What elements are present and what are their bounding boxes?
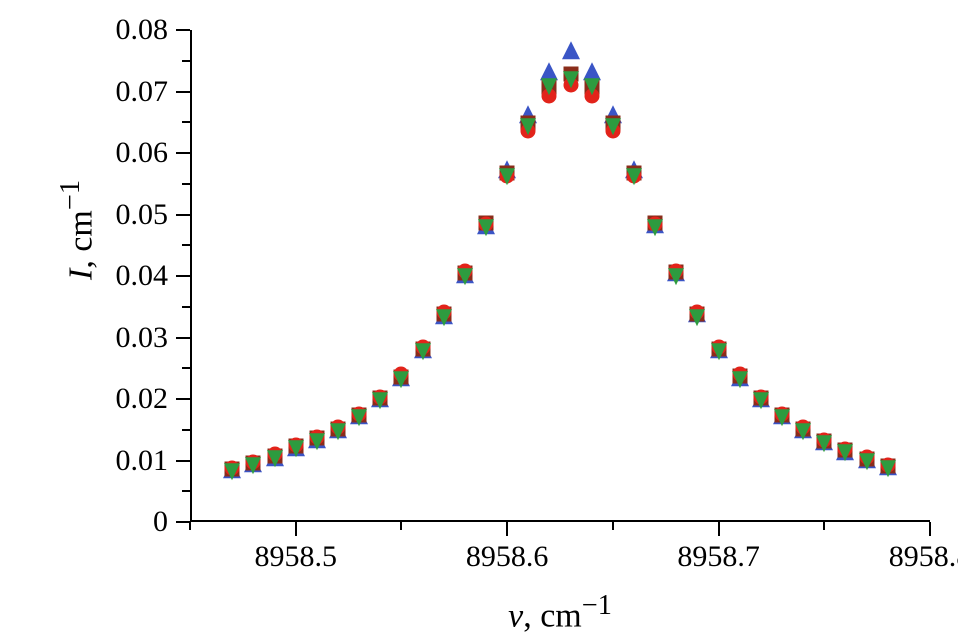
y-tick-major	[176, 460, 190, 462]
x-tick-major	[718, 522, 720, 536]
x-tick-minor	[400, 522, 402, 530]
y-tick-major	[176, 214, 190, 216]
y-tick-label: 0.05	[116, 198, 169, 232]
y-tick-minor	[182, 60, 190, 62]
y-tick-label: 0.04	[116, 259, 169, 293]
x-axis-label: ν, cm−1	[508, 590, 612, 635]
data-point-triangle-down	[859, 453, 875, 470]
x-axis-var: ν	[508, 597, 523, 634]
y-tick-label: 0	[153, 505, 168, 539]
y-tick-major	[176, 29, 190, 31]
data-point-triangle-down	[795, 423, 811, 440]
data-point-triangle-down	[436, 309, 452, 326]
data-point-triangle-down	[520, 119, 536, 136]
data-point-triangle-down	[224, 463, 240, 480]
y-tick-minor	[182, 429, 190, 431]
y-tick-major	[176, 91, 190, 93]
data-point-triangle-down	[393, 371, 409, 388]
y-tick-minor	[182, 367, 190, 369]
x-tick-label: 8958.5	[254, 540, 337, 574]
data-point-triangle-down	[837, 444, 853, 461]
x-tick-major	[506, 522, 508, 536]
y-tick-label: 0.03	[116, 321, 169, 355]
data-point-triangle-down	[668, 268, 684, 285]
data-point-triangle-down	[605, 119, 621, 136]
y-tick-minor	[182, 121, 190, 123]
data-point-triangle-down	[774, 409, 790, 426]
y-tick-minor	[182, 244, 190, 246]
y-tick-major	[176, 275, 190, 277]
x-tick-minor	[823, 522, 825, 530]
data-point-triangle-down	[351, 409, 367, 426]
x-tick-major	[929, 522, 931, 536]
data-point-triangle-down	[309, 433, 325, 450]
data-point-triangle-down	[541, 79, 557, 96]
data-point-triangle-down	[330, 423, 346, 440]
data-point-triangle-down	[267, 450, 283, 467]
data-point-triangle-down	[753, 392, 769, 409]
data-point-triangle-down	[245, 457, 261, 474]
data-point-triangle-down	[880, 460, 896, 477]
data-point-triangle-up	[562, 41, 580, 59]
x-tick-label: 8958.6	[466, 540, 549, 574]
data-point-triangle-down	[415, 343, 431, 360]
y-tick-minor	[182, 183, 190, 185]
data-point-triangle-down	[457, 268, 473, 285]
x-tick-label: 8958.7	[677, 540, 760, 574]
data-point-triangle-down	[711, 343, 727, 360]
y-tick-minor	[182, 490, 190, 492]
y-axis-var: I	[62, 269, 99, 280]
data-point-triangle-down	[499, 168, 515, 185]
x-tick-minor	[189, 522, 191, 530]
y-axis-sup: −1	[55, 180, 86, 210]
data-point-triangle-down	[816, 435, 832, 452]
x-tick-label: 8958.8	[889, 540, 958, 574]
y-tick-major	[176, 152, 190, 154]
y-tick-label: 0.01	[116, 444, 169, 478]
y-tick-label: 0.02	[116, 382, 169, 416]
y-tick-minor	[182, 306, 190, 308]
data-point-triangle-down	[626, 168, 642, 185]
y-tick-label: 0.07	[116, 75, 169, 109]
y-tick-label: 0.06	[116, 136, 169, 170]
x-axis-unit: , cm	[523, 597, 582, 634]
data-point-triangle-down	[288, 440, 304, 457]
y-tick-major	[176, 521, 190, 523]
y-tick-major	[176, 398, 190, 400]
chart-root: I, cm−1 ν, cm−1 8958.58958.68958.78958.8…	[0, 0, 958, 630]
data-point-triangle-down	[584, 79, 600, 96]
x-tick-minor	[612, 522, 614, 530]
x-tick-major	[295, 522, 297, 536]
data-point-triangle-down	[372, 392, 388, 409]
x-axis-sup: −1	[582, 590, 612, 621]
data-point-triangle-down	[732, 371, 748, 388]
data-point-triangle-down	[647, 219, 663, 236]
y-tick-label: 0.08	[116, 13, 169, 47]
data-point-triangle-down	[478, 219, 494, 236]
data-point-triangle-down	[563, 71, 579, 88]
y-tick-major	[176, 337, 190, 339]
y-axis-unit: , cm	[62, 210, 99, 269]
data-point-triangle-down	[689, 309, 705, 326]
